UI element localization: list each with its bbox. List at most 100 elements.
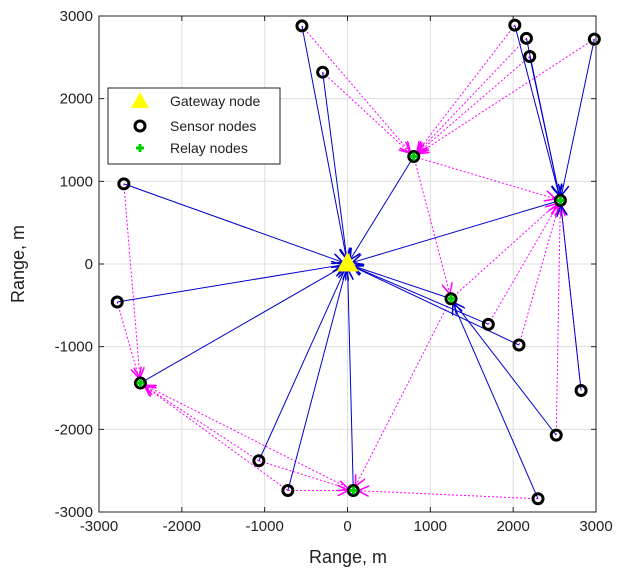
relay-node-ring [407, 150, 421, 164]
y-axis-label: Range, m [8, 225, 28, 303]
direct-link [352, 199, 561, 262]
relay-link [417, 37, 527, 153]
legend-gateway-label: Gateway node [170, 93, 260, 109]
sensor-node [574, 383, 588, 397]
direct-link [352, 266, 452, 300]
sensor-node [281, 484, 295, 498]
x-tick-label: 3000 [579, 518, 612, 535]
relay-node-cross [447, 294, 456, 303]
sensor-node [117, 177, 131, 191]
y-tick-label: -3000 [55, 504, 93, 521]
relay-link [145, 386, 260, 462]
y-tick-label: -1000 [55, 339, 93, 356]
legend-sensor-label: Sensor nodes [170, 118, 256, 134]
sensor-node [110, 295, 124, 309]
x-tick-label: -2000 [163, 518, 201, 535]
y-tick-label: 1000 [60, 173, 93, 190]
relay-node [407, 150, 421, 164]
relay-node [553, 193, 567, 207]
sensor-node [481, 317, 495, 331]
relay-link [356, 298, 452, 486]
relay-link [144, 386, 289, 491]
direct-link [117, 265, 342, 303]
relay-link [450, 204, 557, 300]
relay-link [487, 205, 558, 325]
relay-link [358, 491, 539, 500]
relay-node [444, 292, 458, 306]
relay-node [133, 376, 147, 390]
direct-link [322, 72, 347, 259]
y-tick-label: 3000 [60, 8, 93, 25]
gateway-node [336, 251, 359, 272]
axes: -3000 -2000 -1000 0 1000 2000 3000 -3000 -2000 -1… [55, 8, 613, 535]
relay-links [116, 24, 595, 500]
relay-link [145, 385, 354, 491]
sensor-node-markers [110, 18, 601, 506]
direct-link [140, 266, 343, 384]
direct-link [561, 205, 582, 391]
relay-link [518, 205, 559, 346]
x-tick-label: -3000 [80, 518, 118, 535]
legend-gateway-icon [131, 92, 149, 108]
relay-link [322, 71, 410, 153]
relay-node-markers [133, 150, 567, 498]
direct-link [529, 56, 560, 196]
legend: Gateway node Sensor nodes Relay nodes [107, 87, 281, 165]
relay-link [413, 156, 450, 294]
relay-node [346, 484, 360, 498]
relay-link [556, 205, 560, 436]
direct-link [453, 303, 539, 499]
x-axis-label: Range, m [309, 547, 387, 567]
x-tick-label: -1000 [245, 518, 283, 535]
legend-sensor-icon [133, 119, 147, 133]
sensor-node [512, 338, 526, 352]
direct-link [454, 303, 557, 436]
relay-node-cross [409, 152, 418, 161]
sensor-node [587, 32, 601, 46]
x-tick-label: 0 [343, 518, 351, 535]
relay-node-ring [133, 376, 147, 390]
relay-link [258, 460, 349, 489]
y-tick-label: 2000 [60, 91, 93, 108]
direct-link [350, 156, 415, 260]
sensor-node [295, 19, 309, 33]
direct-link [123, 183, 343, 262]
direct-link [287, 269, 346, 491]
x-tick-label: 2000 [496, 518, 529, 535]
relay-node-cross [556, 196, 565, 205]
direct-link [514, 24, 559, 195]
direct-link [352, 266, 489, 325]
relay-link [418, 56, 531, 154]
direct-link [348, 269, 354, 491]
sensor-node [252, 454, 266, 468]
sensor-node [316, 65, 330, 79]
relay-link [116, 301, 139, 378]
legend-relay-label: Relay nodes [170, 140, 248, 156]
relay-node-ring [346, 484, 360, 498]
sensor-node [519, 31, 533, 45]
relay-link [418, 38, 595, 154]
sensor-node [549, 428, 563, 442]
sensor-node [523, 50, 537, 64]
relay-node-cross [136, 379, 145, 388]
direct-link [561, 39, 595, 195]
direct-link [258, 269, 346, 461]
direct-link [301, 25, 347, 259]
y-tick-label: 0 [85, 256, 93, 273]
relay-node-ring [553, 193, 567, 207]
direct-link [352, 266, 520, 346]
sensor-node [508, 18, 522, 32]
relay-link [123, 183, 140, 378]
relay-link [301, 25, 411, 153]
sensor-node [531, 492, 545, 506]
legend-relay-icon [136, 144, 144, 152]
y-tick-label: -2000 [55, 421, 93, 438]
x-tick-label: 1000 [414, 518, 447, 535]
relay-node-ring [444, 292, 458, 306]
relay-link [413, 156, 556, 199]
direct-links [117, 24, 595, 499]
relay-node-cross [349, 486, 358, 495]
gateway-node-marker [336, 251, 359, 272]
